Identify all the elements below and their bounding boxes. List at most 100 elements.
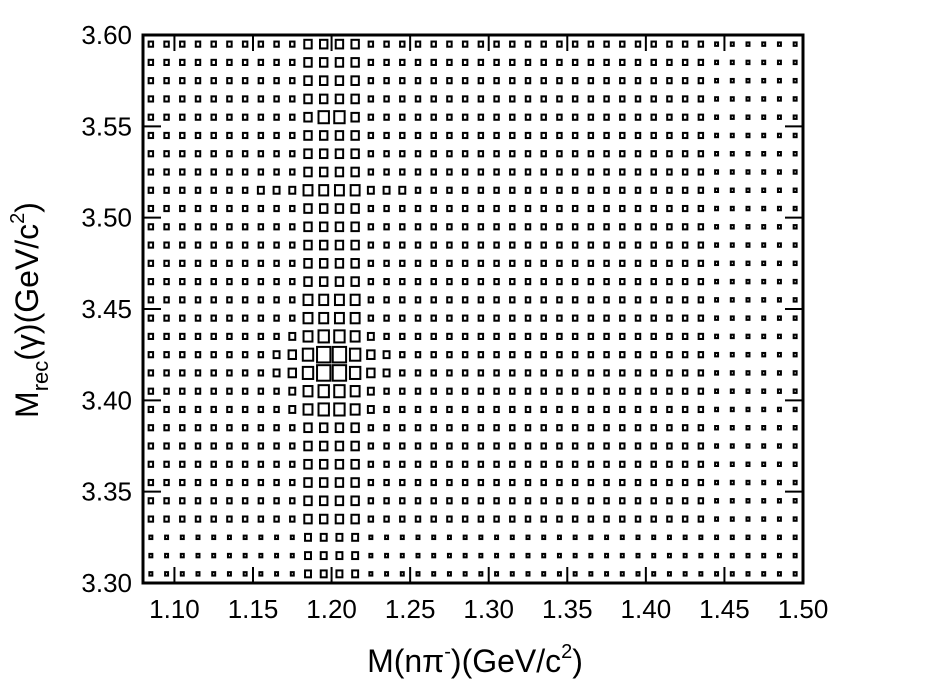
bin-box	[241, 241, 249, 249]
bin-box	[604, 571, 610, 577]
bin-box	[509, 223, 516, 231]
bin-box	[349, 184, 361, 197]
bin-box	[163, 460, 170, 468]
bin-box	[430, 131, 437, 140]
bin-box	[414, 168, 422, 176]
bin-box	[226, 497, 233, 505]
bin-box	[414, 296, 422, 304]
bin-box	[147, 296, 155, 304]
bin-box	[541, 534, 547, 541]
label-part: (γ)(GeV/c	[9, 224, 45, 361]
bin-box	[163, 95, 170, 103]
y-tick-label: 3.30	[81, 568, 132, 598]
bin-box	[619, 515, 626, 523]
bin-box	[163, 150, 170, 158]
bin-box	[493, 223, 500, 231]
bin-box	[493, 58, 500, 66]
bin-box	[714, 571, 720, 577]
bin-box	[650, 460, 657, 468]
bin-box	[509, 552, 515, 559]
bin-box	[257, 113, 265, 121]
bin-box	[650, 442, 657, 450]
bin-box	[666, 515, 673, 523]
bin-box	[587, 77, 595, 85]
bin-box	[289, 95, 296, 103]
bin-box	[179, 534, 185, 541]
bin-box	[619, 150, 626, 158]
bin-box	[729, 315, 735, 321]
bin-box	[776, 479, 782, 486]
bin-box	[367, 442, 375, 450]
bin-box	[729, 278, 735, 285]
bin-box	[241, 369, 249, 377]
bin-box	[350, 221, 360, 233]
bin-box	[714, 151, 720, 157]
bin-box	[147, 460, 155, 468]
bin-box	[714, 260, 720, 267]
bin-box	[698, 552, 704, 559]
bin-box	[179, 552, 185, 559]
bin-box	[446, 95, 453, 103]
bin-box	[761, 169, 767, 175]
bin-box	[461, 314, 469, 322]
bin-box	[147, 40, 155, 48]
bin-box	[666, 204, 673, 213]
bin-box	[194, 113, 202, 121]
bin-box	[666, 77, 673, 85]
bin-box	[540, 95, 547, 103]
bin-box	[572, 571, 578, 577]
bin-box	[226, 186, 233, 194]
bin-box	[634, 369, 642, 377]
bin-box	[333, 329, 346, 344]
bin-box	[147, 497, 155, 505]
bin-box	[619, 95, 626, 103]
bin-box	[666, 40, 673, 48]
bin-box	[556, 259, 563, 267]
bin-box	[303, 422, 313, 434]
bin-box	[382, 350, 391, 360]
bin-box	[571, 204, 579, 213]
bin-box	[319, 130, 329, 141]
bin-box	[316, 364, 332, 382]
bin-box	[383, 424, 390, 432]
bin-box	[681, 314, 689, 322]
bin-box	[571, 58, 579, 66]
bin-box	[257, 424, 265, 432]
bin-box	[147, 278, 155, 286]
bin-box	[650, 332, 657, 340]
bin-box	[792, 96, 798, 102]
bin-box	[210, 77, 217, 85]
bin-box	[289, 77, 296, 85]
bin-box	[509, 95, 516, 103]
bin-box	[681, 131, 689, 140]
bin-box	[383, 387, 390, 395]
bin-box	[634, 150, 642, 158]
bin-box	[319, 422, 329, 434]
bin-box	[163, 58, 170, 66]
bin-box	[681, 186, 689, 194]
bin-box	[714, 425, 720, 431]
bin-box	[430, 442, 437, 450]
bin-box	[414, 278, 422, 286]
bin-box	[681, 95, 689, 103]
bin-box	[147, 515, 155, 523]
bin-box	[319, 495, 329, 507]
bin-box	[289, 204, 296, 213]
bin-box	[163, 296, 170, 304]
bin-box	[587, 424, 595, 432]
bin-box	[319, 239, 329, 251]
bin-box	[333, 311, 345, 325]
bin-box	[714, 333, 720, 340]
bin-box	[604, 552, 610, 559]
bin-box	[524, 405, 532, 414]
bin-box	[302, 311, 314, 325]
bin-box	[477, 478, 485, 487]
bin-box	[367, 40, 375, 48]
bin-box	[211, 552, 217, 559]
bin-box	[587, 113, 595, 121]
bin-box	[509, 534, 515, 541]
bin-box	[415, 534, 421, 541]
bin-box	[414, 150, 422, 158]
bin-box	[681, 259, 689, 267]
bin-box	[571, 77, 579, 85]
